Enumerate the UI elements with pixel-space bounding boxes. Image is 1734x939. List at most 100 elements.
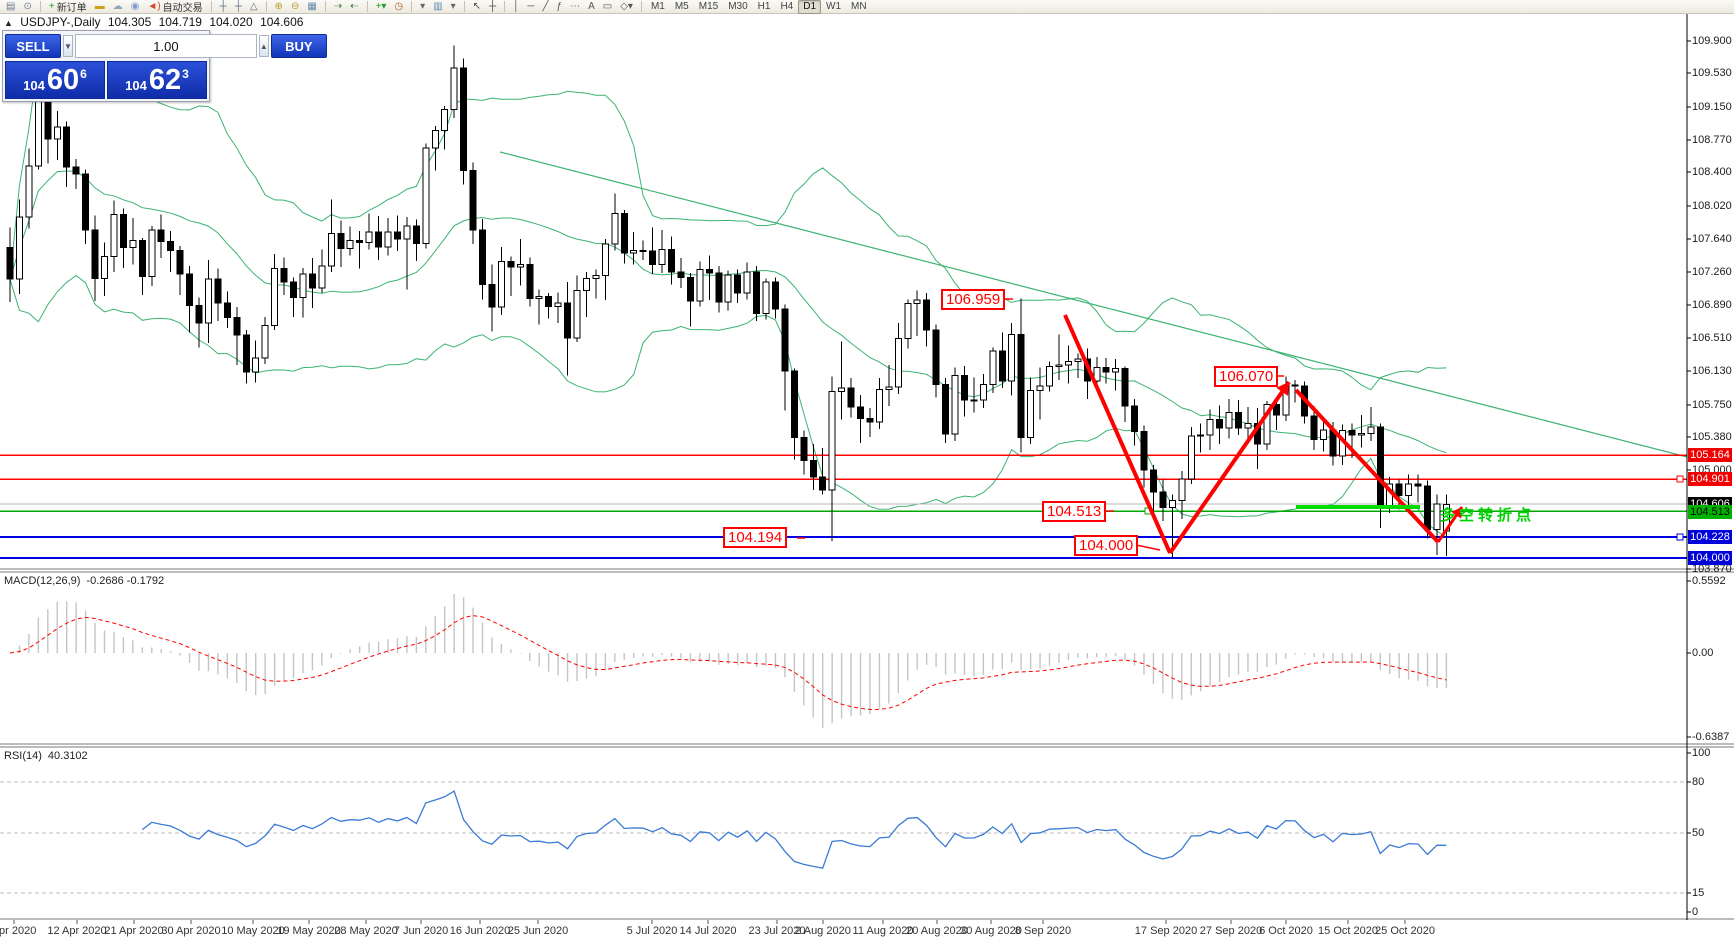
price-badge: 104.228	[1688, 530, 1732, 544]
price-axis-label: 108.400	[1692, 166, 1732, 178]
buy-price-pips: 62	[148, 64, 182, 96]
triangle-icon[interactable]: △	[249, 0, 258, 12]
candle-body	[1395, 483, 1403, 496]
tile-windows-icon[interactable]: ▦	[307, 0, 317, 12]
gold-icon[interactable]: ▬	[94, 0, 105, 12]
crosshair-tool-icon[interactable]: ┼	[489, 0, 497, 12]
quote-low: 104.020	[209, 15, 253, 29]
signal-icon[interactable]: ◉	[130, 0, 140, 12]
candle-body	[507, 261, 515, 268]
candle-body	[441, 108, 449, 131]
candle-body	[1197, 434, 1205, 437]
timeframe-m30-button[interactable]: M30	[728, 1, 748, 12]
candle-body	[299, 273, 307, 299]
trendline-tool-icon[interactable]: ╱	[542, 0, 549, 12]
templates-caret-icon[interactable]: ▾	[420, 0, 426, 12]
candle-body	[932, 329, 940, 385]
toolbar-separator	[39, 1, 41, 12]
period-clock-icon[interactable]: ◷	[394, 0, 404, 12]
rsi-axis-label: 80	[1692, 776, 1705, 788]
price-annotation-label[interactable]: 104.513	[1042, 501, 1107, 522]
timeframe-h4-button[interactable]: H4	[780, 1, 794, 12]
candle-body	[261, 325, 269, 359]
sell-price-pips: 60	[46, 64, 80, 96]
hline-tool-icon[interactable]: ─	[527, 0, 535, 12]
candle-body	[25, 165, 33, 218]
timeframe-m5-button[interactable]: M5	[674, 1, 689, 12]
candle-body	[1168, 500, 1176, 509]
candle-body	[1291, 384, 1299, 387]
candle-body	[885, 386, 893, 391]
arrow-head-up	[1276, 382, 1289, 396]
volume-decrease-button[interactable]: ▼	[63, 35, 73, 57]
zoom-out-icon[interactable]: ⊖	[290, 0, 300, 12]
price-axis-label: 109.150	[1692, 101, 1732, 113]
rsi-line	[141, 790, 1447, 869]
candle-body	[1414, 483, 1422, 487]
rsi-axis-label: 50	[1692, 827, 1705, 839]
timeframe-mn-button[interactable]: MN	[851, 1, 867, 12]
sell-price-button[interactable]: 104 60 6	[5, 61, 105, 99]
new-order-button[interactable]: + 新订单	[48, 0, 87, 14]
timeframe-m1-button[interactable]: M1	[650, 1, 665, 12]
crosshair-price-icon[interactable]: ┼	[234, 0, 242, 12]
toolbar-separator	[640, 1, 642, 12]
buy-button[interactable]: BUY	[270, 34, 327, 58]
timeframe-d1-button[interactable]: D1	[798, 0, 822, 14]
price-annotation-label[interactable]: 106.959	[941, 289, 1006, 310]
price-annotation-label[interactable]: 106.070	[1214, 366, 1279, 387]
candle-body	[998, 350, 1006, 382]
candle-body	[724, 274, 732, 303]
volume-input[interactable]	[74, 34, 257, 58]
pivot-point-text-annotation[interactable]: 多空转折点	[1440, 507, 1536, 524]
candle-body	[1424, 485, 1431, 531]
candle-body	[375, 231, 383, 248]
volume-increase-button[interactable]: ▲	[258, 35, 269, 57]
toolbar-separator	[463, 1, 465, 12]
chart-shift-icon[interactable]: ⇠	[350, 0, 359, 12]
candle-body	[110, 213, 118, 257]
crosshair-icon[interactable]: ┼	[219, 0, 227, 12]
candle-body	[1348, 430, 1356, 436]
date-axis-label: 6 Oct 2020	[1259, 925, 1313, 937]
price-annotation-label[interactable]: 104.194	[723, 527, 788, 548]
toolbar-separator	[324, 1, 326, 12]
timeframe-m15-button[interactable]: M15	[698, 1, 719, 12]
sell-button[interactable]: SELL	[5, 34, 61, 58]
timeframe-h1-button[interactable]: H1	[757, 1, 771, 12]
toolbar-separator	[411, 1, 413, 12]
vline-tool-icon[interactable]: │	[513, 0, 520, 12]
candle-body	[601, 243, 609, 277]
fibo-expansion-tool-icon[interactable]: ⋯	[570, 0, 581, 12]
date-axis-label: Apr 2020	[0, 925, 37, 937]
price-annotation-label[interactable]: 104.000	[1074, 535, 1139, 556]
candle-body	[176, 249, 184, 275]
fibo-tool-icon[interactable]: ƒ	[556, 0, 563, 12]
chart-mode-caret-icon[interactable]: ▾	[450, 0, 456, 12]
candle-body	[1433, 503, 1441, 531]
price-axis-label: 108.020	[1692, 200, 1732, 212]
auto-scroll-icon[interactable]: ⇢	[333, 0, 343, 12]
label-tool-icon[interactable]: ▭	[602, 0, 613, 12]
candle-body	[1367, 426, 1375, 434]
candle-body	[1131, 405, 1139, 433]
text-tool-icon[interactable]: A	[588, 0, 595, 12]
collapse-trade-panel-icon[interactable]: ▲	[4, 18, 13, 28]
cloud-icon[interactable]: ☁	[112, 0, 123, 12]
shapes-tool-icon[interactable]: ◇▾	[620, 0, 633, 12]
timeframe-w1-button[interactable]: W1	[826, 1, 842, 12]
chart-mode-icon[interactable]: ▥	[433, 0, 443, 12]
data-preview-icon[interactable]: ⊙	[23, 0, 32, 12]
candle-body	[1320, 429, 1328, 440]
cursor-tool-icon[interactable]: ↖	[472, 0, 482, 12]
candle-body	[327, 233, 335, 267]
candle-body	[1206, 418, 1214, 436]
autotrade-button[interactable]: ◄) 自动交易	[147, 0, 203, 14]
zoom-in-icon[interactable]: ⊕	[274, 0, 283, 12]
chart-window-icon[interactable]: ▤	[6, 0, 16, 12]
add-indicator-button[interactable]: +▾	[375, 0, 387, 12]
candle-body	[677, 271, 685, 278]
toolbar-separator	[210, 1, 212, 12]
date-axis-label: 19 May 2020	[277, 925, 341, 937]
buy-price-button[interactable]: 104 62 3	[107, 61, 207, 99]
